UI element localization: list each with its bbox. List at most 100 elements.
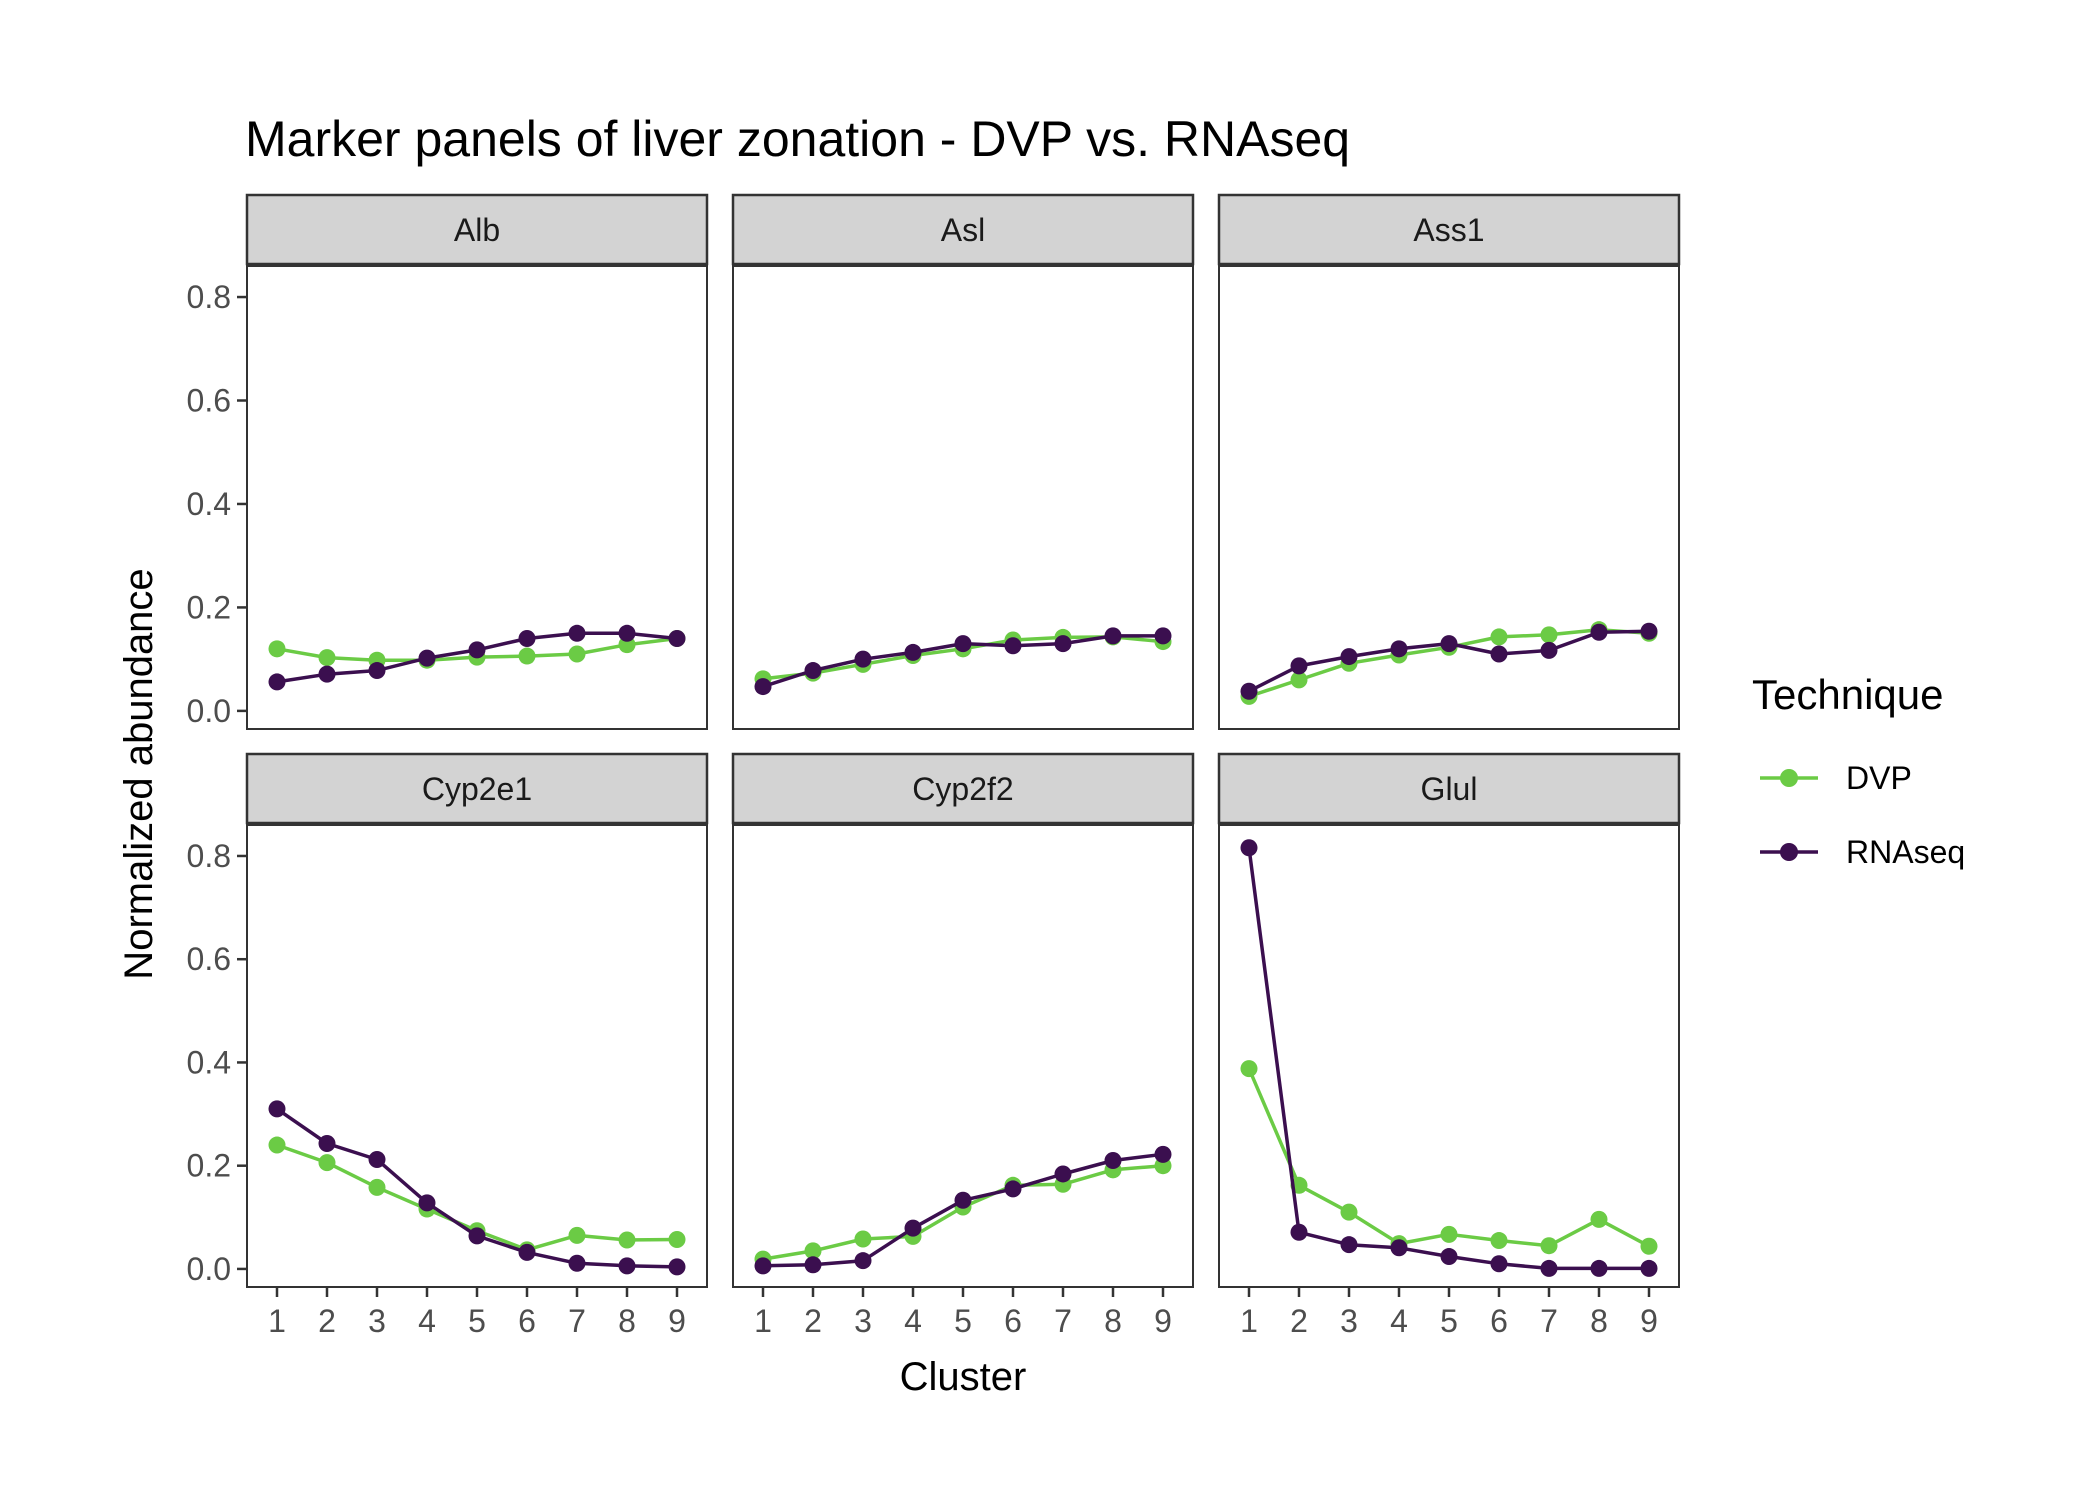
data-point-rnaseq bbox=[1290, 657, 1308, 675]
data-point-rnaseq bbox=[468, 1227, 486, 1245]
legend-items: DVP RNAseq bbox=[1760, 760, 1965, 870]
data-point-dvp bbox=[1640, 1237, 1658, 1255]
data-point-rnaseq bbox=[368, 662, 386, 680]
x-tick-label: 5 bbox=[954, 1303, 972, 1339]
y-tick-label: 0.0 bbox=[187, 693, 231, 729]
data-point-rnaseq bbox=[1540, 641, 1558, 659]
data-point-dvp bbox=[1240, 1060, 1258, 1078]
x-tick-label: 9 bbox=[1640, 1303, 1658, 1339]
facet-label: Asl bbox=[941, 212, 985, 248]
facet-strip bbox=[731, 752, 1195, 825]
data-point-rnaseq bbox=[268, 673, 286, 691]
data-point-rnaseq bbox=[1640, 1259, 1658, 1277]
data-point-rnaseq bbox=[1004, 637, 1022, 655]
facet-panels: Alb 0.0 0.2 0.4 0.6 0.8 Asl Ass1 Cyp2e1 0.0 0.2 0.4… bbox=[187, 193, 1681, 1339]
facet-glul: Glul 1 2 3 4 5 6 7 8 9 bbox=[1217, 752, 1681, 1339]
data-point-rnaseq bbox=[954, 635, 972, 653]
data-point-rnaseq bbox=[668, 1258, 686, 1276]
data-point-rnaseq bbox=[1340, 648, 1358, 666]
data-point-rnaseq bbox=[1590, 623, 1608, 641]
data-point-dvp bbox=[1490, 628, 1508, 646]
data-point-dvp bbox=[1490, 1232, 1508, 1250]
data-point-rnaseq bbox=[368, 1150, 386, 1168]
data-point-rnaseq bbox=[904, 643, 922, 661]
y-tick-label: 0.6 bbox=[187, 941, 231, 977]
legend: Technique DVP RNAseq bbox=[1752, 671, 1965, 870]
x-tick-label: 3 bbox=[1340, 1303, 1358, 1339]
facet-label: Glul bbox=[1421, 771, 1478, 807]
data-point-rnaseq bbox=[1240, 839, 1258, 857]
data-point-rnaseq bbox=[854, 650, 872, 668]
data-point-dvp bbox=[268, 640, 286, 658]
x-tick-label: 7 bbox=[1540, 1303, 1558, 1339]
y-tick-label: 0.4 bbox=[187, 486, 231, 522]
data-point-rnaseq bbox=[318, 665, 336, 683]
x-tick-label: 6 bbox=[1004, 1303, 1022, 1339]
data-point-dvp bbox=[268, 1136, 286, 1154]
data-point-rnaseq bbox=[804, 662, 822, 680]
x-tick-label: 5 bbox=[468, 1303, 486, 1339]
data-point-rnaseq bbox=[568, 624, 586, 642]
x-tick-label: 6 bbox=[518, 1303, 536, 1339]
facet-strip bbox=[731, 193, 1195, 266]
data-point-dvp bbox=[518, 647, 536, 665]
x-tick-label: 8 bbox=[618, 1303, 636, 1339]
data-point-rnaseq bbox=[954, 1191, 972, 1209]
data-point-rnaseq bbox=[1154, 1145, 1172, 1163]
x-tick-label: 8 bbox=[1104, 1303, 1122, 1339]
data-point-dvp bbox=[1340, 1203, 1358, 1221]
x-tick-label: 7 bbox=[568, 1303, 586, 1339]
data-point-dvp bbox=[1540, 1237, 1558, 1255]
x-tick-label: 3 bbox=[854, 1303, 872, 1339]
data-point-dvp bbox=[318, 649, 336, 667]
data-point-rnaseq bbox=[1104, 1152, 1122, 1170]
legend-item-rnaseq: RNAseq bbox=[1760, 834, 1965, 870]
data-point-rnaseq bbox=[854, 1252, 872, 1270]
data-point-rnaseq bbox=[1154, 627, 1172, 645]
panel-border bbox=[732, 824, 1194, 1288]
legend-item-dvp: DVP bbox=[1760, 760, 1912, 796]
y-tick-label: 0.6 bbox=[187, 383, 231, 419]
y-axis-title: Normalized abundance bbox=[117, 568, 161, 979]
y-tick-label: 0.4 bbox=[187, 1044, 231, 1080]
legend-title: Technique bbox=[1752, 671, 1943, 718]
data-point-rnaseq bbox=[1054, 1165, 1072, 1183]
data-point-rnaseq bbox=[1390, 640, 1408, 658]
y-tick-label: 0.2 bbox=[187, 589, 231, 625]
data-point-rnaseq bbox=[668, 629, 686, 647]
data-point-rnaseq bbox=[1490, 645, 1508, 663]
x-tick-label: 6 bbox=[1490, 1303, 1508, 1339]
legend-label: RNAseq bbox=[1846, 834, 1965, 870]
x-tick-label: 7 bbox=[1054, 1303, 1072, 1339]
x-tick-label: 1 bbox=[754, 1303, 772, 1339]
data-point-rnaseq bbox=[318, 1134, 336, 1152]
data-point-rnaseq bbox=[568, 1254, 586, 1272]
data-point-dvp bbox=[854, 1230, 872, 1248]
data-point-dvp bbox=[1440, 1225, 1458, 1243]
x-axis-title: Cluster bbox=[900, 1355, 1027, 1399]
data-point-rnaseq bbox=[754, 1257, 772, 1275]
data-point-rnaseq bbox=[1490, 1255, 1508, 1273]
data-point-rnaseq bbox=[1390, 1239, 1408, 1257]
data-point-dvp bbox=[618, 1231, 636, 1249]
facet-cyp2e1: Cyp2e1 0.0 0.2 0.4 0.6 0.8 1 2 3 4 5 6 7 8 9 bbox=[187, 752, 709, 1339]
x-tick-label: 5 bbox=[1440, 1303, 1458, 1339]
x-tick-label: 1 bbox=[268, 1303, 286, 1339]
x-tick-label: 4 bbox=[904, 1303, 922, 1339]
data-point-dvp bbox=[568, 645, 586, 663]
facet-asl: Asl bbox=[731, 193, 1195, 730]
data-point-rnaseq bbox=[1590, 1259, 1608, 1277]
data-point-rnaseq bbox=[518, 629, 536, 647]
data-point-dvp bbox=[1540, 626, 1558, 644]
facet-label: Alb bbox=[454, 212, 500, 248]
data-point-rnaseq bbox=[1290, 1223, 1308, 1241]
panel-border bbox=[246, 824, 708, 1288]
data-point-rnaseq bbox=[1004, 1180, 1022, 1198]
data-point-dvp bbox=[668, 1231, 686, 1249]
x-tick-label: 2 bbox=[804, 1303, 822, 1339]
x-tick-label: 4 bbox=[418, 1303, 436, 1339]
data-point-dvp bbox=[1590, 1210, 1608, 1228]
panel-border bbox=[1218, 265, 1680, 730]
facet-label: Ass1 bbox=[1413, 212, 1484, 248]
